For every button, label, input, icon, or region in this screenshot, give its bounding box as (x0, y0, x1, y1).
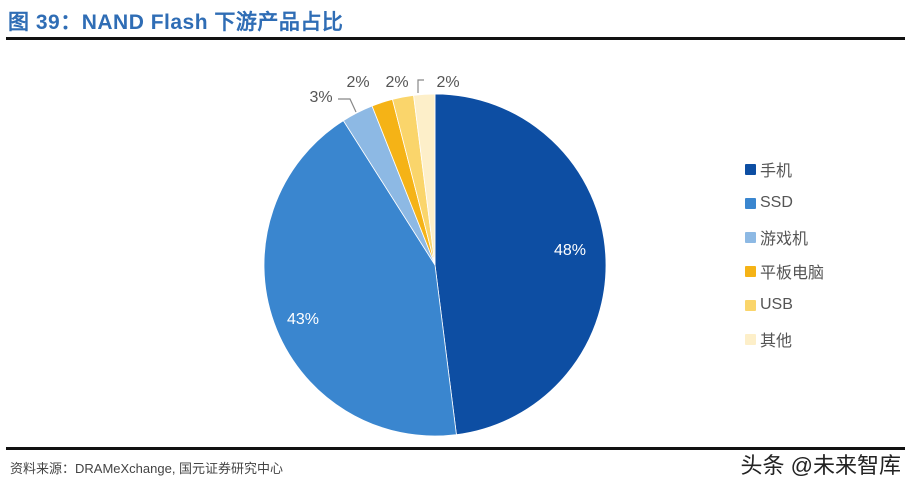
data-label-phone: 48% (554, 242, 586, 259)
data-label-ssd: 43% (287, 311, 319, 328)
leader-line (417, 79, 424, 93)
figure-title: 图 39：NAND Flash 下游产品占比 (8, 11, 344, 34)
legend-item-tablet: 平板电脑 (745, 254, 824, 288)
legend-swatch (745, 299, 756, 311)
legend-label: 其他 (760, 333, 793, 350)
legend-label: 手机 (760, 163, 793, 180)
pie-slice-ssd (263, 120, 457, 437)
top-divider (6, 37, 905, 40)
legend-label: 游戏机 (760, 231, 809, 248)
legend-item-phone: 手机 (745, 152, 824, 186)
legend-swatch (745, 163, 756, 175)
source-note: 资料来源：DRAMeXchange, 国元证券研究中心 (10, 461, 284, 476)
legend-item-usb: USB (745, 288, 824, 322)
legend-label: SSD (760, 194, 793, 211)
pie-slice-phone (434, 93, 607, 436)
legend-label: 平板电脑 (760, 265, 825, 282)
data-label-usb: 2% (385, 74, 408, 91)
data-label-other: 2% (436, 74, 459, 91)
chart-legend: 手机 SSD 游戏机 平板电脑 USB 其他 (745, 152, 824, 356)
legend-swatch (745, 231, 756, 243)
legend-item-game-console: 游戏机 (745, 220, 824, 254)
legend-item-other: 其他 (745, 322, 824, 356)
bottom-divider (6, 447, 905, 450)
data-label-tablet: 2% (346, 74, 369, 91)
legend-label: USB (760, 296, 793, 313)
leader-line (338, 98, 357, 113)
legend-swatch (745, 265, 756, 277)
data-label-game-console: 3% (309, 89, 332, 106)
legend-item-ssd: SSD (745, 186, 824, 220)
legend-swatch (745, 197, 756, 209)
legend-swatch (745, 333, 756, 345)
pie-slice-other (413, 93, 436, 266)
watermark: 头条 @未来智库 (740, 453, 901, 478)
